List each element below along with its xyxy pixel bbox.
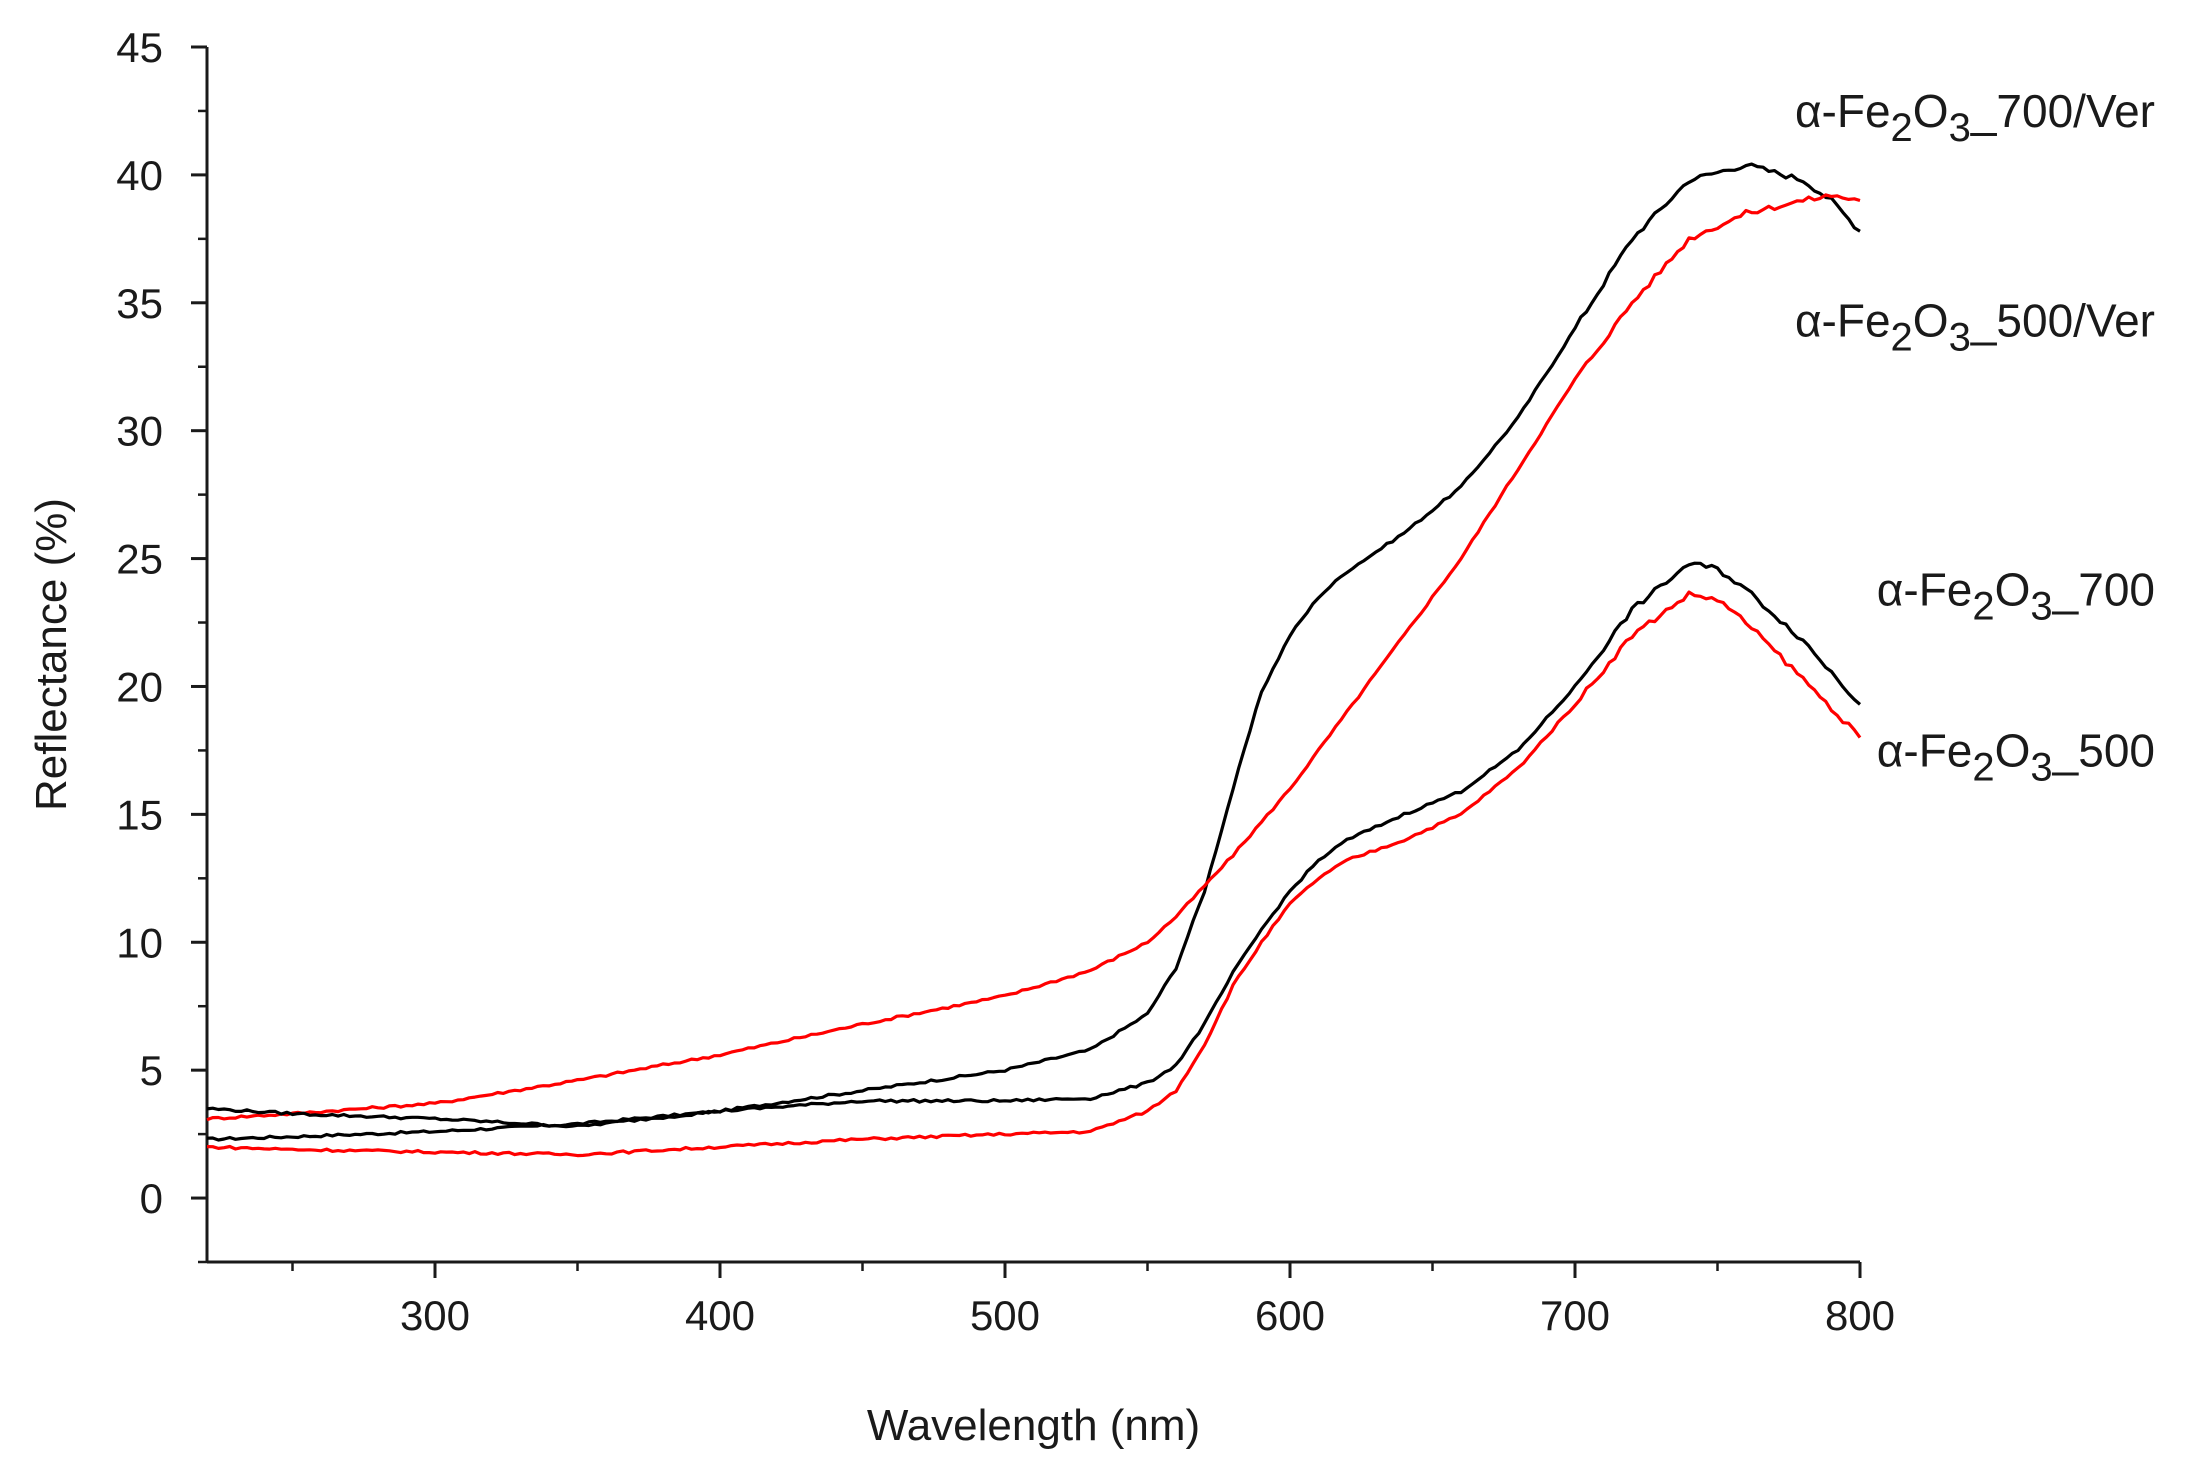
x-tick-label: 500 [970, 1292, 1040, 1339]
series-label-3: α-Fe2O3_500 [1877, 724, 2155, 789]
x-tick-label: 800 [1825, 1292, 1895, 1339]
series-label-part: α-Fe [1795, 85, 1891, 137]
x-axis-title: Wavelength (nm) [867, 1401, 1200, 1450]
x-tick-label: 600 [1255, 1292, 1325, 1339]
series-label-part: 3 [1949, 316, 1971, 360]
y-tick-label: 40 [116, 152, 163, 199]
series-label-part: 2 [1972, 745, 1994, 789]
y-tick-label: 15 [116, 791, 163, 838]
series-label-part: 3 [2030, 745, 2052, 789]
y-tick-label: 25 [116, 536, 163, 583]
series-label-part: α-Fe [1795, 295, 1891, 347]
series-label-part: _500/Ver [1970, 295, 2155, 347]
y-tick-label: 30 [116, 408, 163, 455]
series-label-part: O [1995, 563, 2031, 615]
series-label-part: _700 [2052, 563, 2155, 615]
series-label-part: 3 [2030, 584, 2052, 628]
series-label-part: α-Fe [1877, 563, 1973, 615]
series-label-part: _700/Ver [1970, 85, 2155, 137]
series-line-0 [206, 162, 1861, 1142]
y-tick-label: 20 [116, 663, 163, 710]
series-label-part: O [1995, 724, 2031, 776]
series-line-1 [206, 193, 1861, 1122]
series-label-1: α-Fe2O3_500/Ver [1795, 295, 2155, 360]
x-tick-label: 700 [1540, 1292, 1610, 1339]
series-label-part: 2 [1972, 584, 1994, 628]
y-tick-label: 35 [116, 280, 163, 327]
series-label-0: α-Fe2O3_700/Ver [1795, 85, 2155, 150]
y-axis-title: Reflectance (%) [27, 498, 76, 811]
series-label-part: α-Fe [1877, 724, 1973, 776]
y-tick-label: 45 [116, 24, 163, 71]
series-line-2 [206, 561, 1862, 1129]
y-tick-label: 10 [116, 919, 163, 966]
series-label-part: 2 [1891, 316, 1913, 360]
series-label-part: O [1913, 295, 1949, 347]
series-label-part: _500 [2052, 724, 2155, 776]
series-label-part: 3 [1949, 106, 1971, 150]
x-tick-label: 400 [685, 1292, 755, 1339]
y-tick-label: 0 [140, 1175, 163, 1222]
series-label-part: 2 [1891, 106, 1913, 150]
series-label-2: α-Fe2O3_700 [1877, 563, 2155, 628]
series-label-part: O [1913, 85, 1949, 137]
x-tick-label: 300 [400, 1292, 470, 1339]
y-tick-label: 5 [140, 1047, 163, 1094]
series-line-3 [206, 590, 1862, 1158]
